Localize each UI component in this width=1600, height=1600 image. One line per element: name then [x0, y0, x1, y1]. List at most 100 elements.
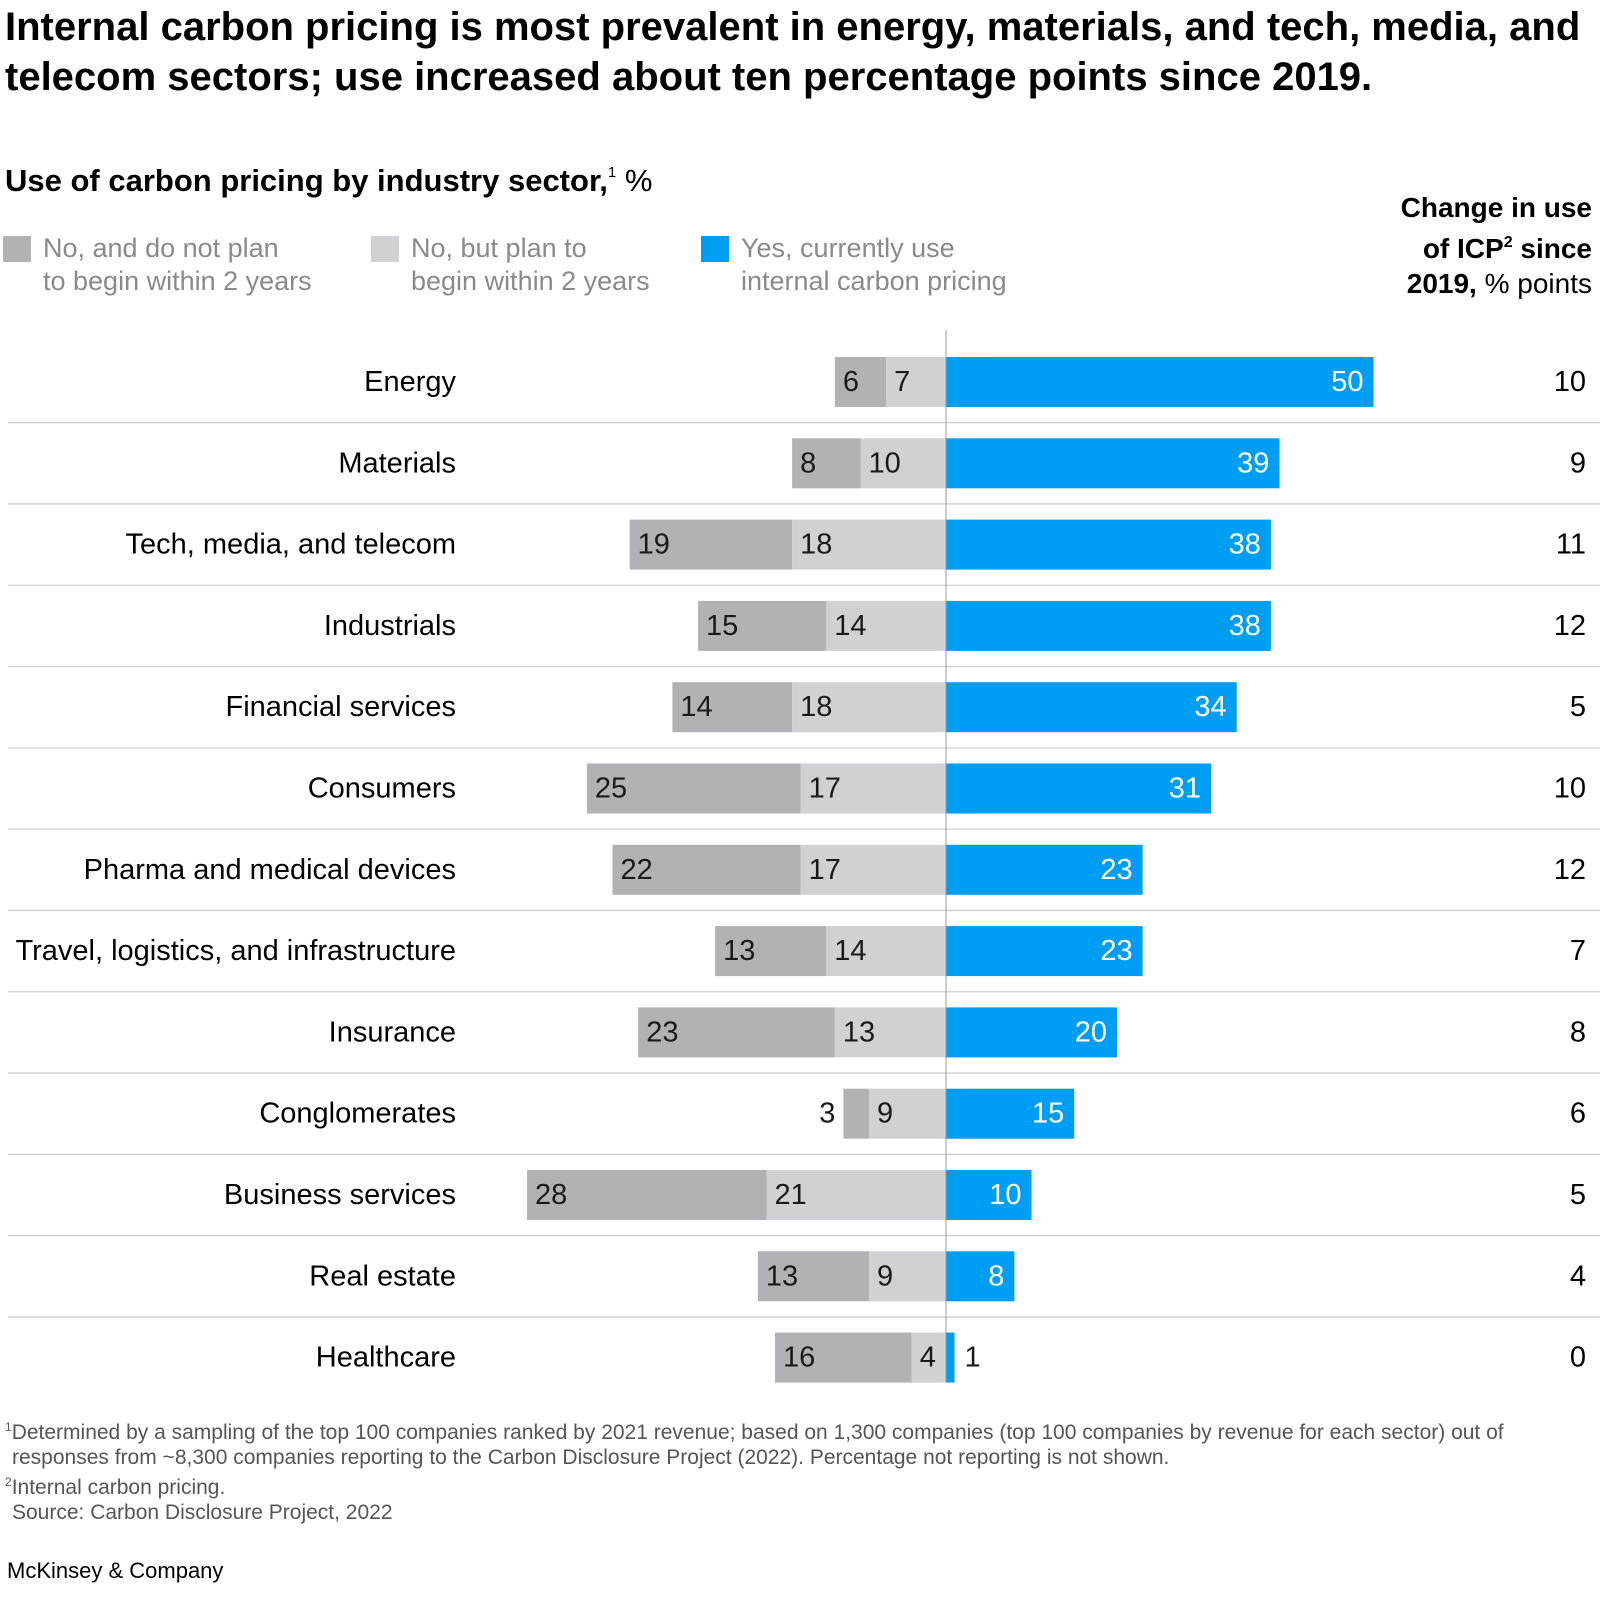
change-value: 4	[1570, 1260, 1586, 1292]
category-label: Consumers	[308, 773, 456, 805]
value-label-no-no-plan: 25	[595, 773, 627, 805]
value-label-plan: 14	[834, 610, 866, 642]
category-label: Tech, media, and telecom	[126, 529, 456, 561]
bar-plan	[860, 438, 946, 489]
bar-no-no-plan	[698, 600, 827, 651]
category-label: Energy	[364, 366, 456, 398]
footnote-1-line1: Determined by a sampling of the top 100 …	[11, 1421, 1504, 1444]
value-label-yes: 8	[988, 1260, 1004, 1292]
bar-yes	[946, 682, 1237, 733]
value-label-no-no-plan: 13	[766, 1260, 798, 1292]
bar-yes	[946, 763, 1212, 814]
value-label-yes: 50	[1331, 366, 1363, 398]
legend-item-plan: No, but plan to begin within 2 years	[371, 232, 650, 298]
change-header-line2a: of ICP	[1422, 233, 1504, 264]
category-label: Healthcare	[316, 1342, 456, 1374]
category-label: Industrials	[324, 610, 456, 642]
change-value: 12	[1554, 854, 1586, 886]
value-label-no-no-plan: 13	[723, 935, 755, 967]
legend-label-line: internal carbon pricing	[741, 266, 1007, 296]
bar-yes	[946, 600, 1271, 651]
change-column-header: Change in use of ICP2 since 2019, % poin…	[1401, 190, 1592, 301]
legend-swatch-yes	[701, 236, 729, 262]
value-label-yes: 38	[1229, 529, 1261, 561]
change-header-line1: Change in use	[1400, 192, 1592, 223]
value-label-yes: 15	[1032, 1098, 1064, 1130]
bar-plan	[792, 519, 946, 570]
brand-logo-text: McKinsey & Company	[7, 1558, 224, 1583]
bar-yes	[946, 1251, 1015, 1302]
change-value: 9	[1570, 447, 1586, 479]
footnote-1: 1Determined by a sampling of the top 100…	[5, 1415, 1590, 1445]
bar-yes	[946, 1007, 1117, 1058]
subtitle-footnote-ref: 1	[607, 164, 617, 181]
bar-plan	[800, 763, 946, 814]
bar-no-no-plan	[715, 926, 827, 977]
bar-no-no-plan	[843, 1088, 870, 1139]
value-label-plan: 21	[774, 1179, 806, 1211]
change-header-line2b: since	[1512, 233, 1592, 264]
value-label-no-no-plan: 15	[706, 610, 738, 642]
value-label-yes: 23	[1100, 935, 1132, 967]
bar-plan	[886, 357, 946, 407]
source-note: Source: Carbon Disclosure Project, 2022	[12, 1501, 393, 1524]
bar-yes	[946, 1170, 1032, 1220]
footnote-2-mark: 2	[5, 1475, 12, 1489]
value-label-no-no-plan: 23	[646, 1016, 678, 1048]
change-value: 5	[1570, 1179, 1586, 1211]
bar-no-no-plan	[792, 438, 861, 489]
bar-yes	[946, 1332, 955, 1383]
value-label-plan: 10	[869, 447, 901, 479]
category-label: Materials	[338, 447, 456, 479]
legend-swatch-plan	[371, 236, 399, 262]
value-label-plan: 7	[894, 366, 910, 398]
bar-yes	[946, 357, 1374, 407]
change-value: 5	[1570, 691, 1586, 723]
subtitle-text: Use of carbon pricing by industry sector…	[5, 163, 608, 198]
bar-no-no-plan	[757, 1251, 870, 1302]
category-label: Travel, logistics, and infrastructure	[15, 935, 456, 967]
change-value: 12	[1554, 610, 1586, 642]
bar-yes	[946, 926, 1143, 977]
bar-no-no-plan	[672, 682, 793, 733]
category-label: Pharma and medical devices	[84, 854, 456, 886]
legend-label-yes: Yes, currently use internal carbon prici…	[741, 232, 1007, 298]
change-header-footnote-ref: 2	[1503, 234, 1513, 251]
category-label: Conglomerates	[259, 1098, 456, 1130]
value-label-plan: 17	[809, 773, 841, 805]
bar-plan	[869, 1251, 946, 1302]
legend-label-line: No, but plan to	[411, 233, 587, 263]
bar-plan	[869, 1088, 946, 1139]
legend-label-line: begin within 2 years	[411, 266, 650, 296]
footnotes: 1Determined by a sampling of the top 100…	[5, 1415, 1590, 1525]
category-label: Financial services	[226, 691, 456, 723]
change-value: 8	[1570, 1016, 1586, 1048]
value-label-plan: 4	[920, 1342, 936, 1374]
value-label-plan: 18	[800, 691, 832, 723]
value-label-yes: 1	[965, 1342, 981, 1374]
value-label-no-no-plan: 14	[680, 691, 712, 723]
bar-yes	[946, 519, 1271, 570]
value-label-yes: 34	[1194, 691, 1226, 723]
value-label-plan: 18	[800, 529, 832, 561]
bar-yes	[946, 844, 1143, 895]
category-label: Business services	[224, 1179, 456, 1211]
legend-label-line: No, and do not plan	[43, 233, 279, 263]
bar-plan	[800, 844, 946, 895]
value-label-plan: 9	[877, 1260, 893, 1292]
bar-plan	[826, 926, 946, 977]
value-label-no-no-plan: 28	[535, 1179, 567, 1211]
category-label: Insurance	[329, 1016, 456, 1048]
bar-no-no-plan	[586, 763, 801, 814]
legend-item-yes: Yes, currently use internal carbon prici…	[701, 232, 1007, 298]
bar-yes	[946, 1088, 1075, 1139]
value-label-yes: 31	[1169, 773, 1201, 805]
legend-label-no-no-plan: No, and do not plan to begin within 2 ye…	[43, 232, 312, 298]
legend-item-no-no-plan: No, and do not plan to begin within 2 ye…	[3, 232, 312, 298]
bar-plan	[792, 682, 946, 733]
bar-plan	[834, 1007, 946, 1058]
change-value: 0	[1570, 1342, 1586, 1374]
bar-plan	[911, 1332, 946, 1383]
footnote-2-text: Internal carbon pricing.	[11, 1476, 226, 1499]
value-label-plan: 13	[843, 1016, 875, 1048]
